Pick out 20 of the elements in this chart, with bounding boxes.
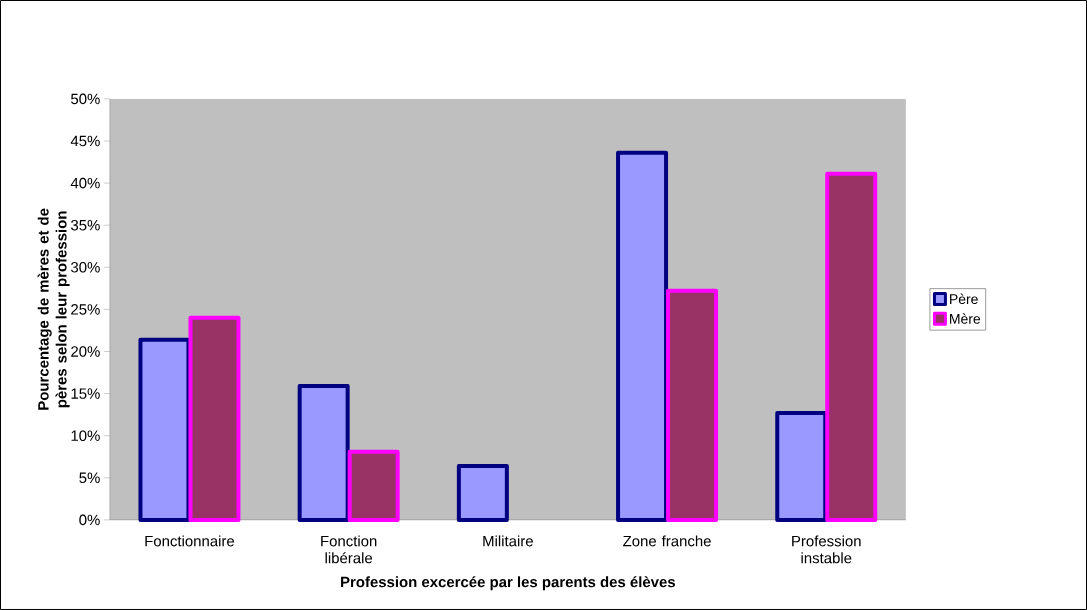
y-tick-label: 0%: [79, 514, 100, 526]
y-tick-label: 40%: [70, 177, 100, 189]
x-tick-label: Zone franche: [623, 535, 711, 547]
x-tick-label: Militaire: [483, 535, 533, 547]
y-axis-title: Pourcentage de mères et de pères selon leur profession: [37, 208, 70, 410]
y-tick-label: 50%: [71, 93, 100, 105]
x-tick-label: Profession instable: [792, 535, 861, 564]
x-axis-title: Profession excercée par les parents des élèves: [341, 576, 675, 591]
y-tick-label: 25%: [71, 304, 100, 315]
x-tick-label: Fonction libérale: [321, 535, 377, 564]
y-tick-label: 45%: [70, 135, 100, 147]
y-tick-label: 20%: [71, 346, 100, 357]
legend-label: Père: [950, 293, 978, 305]
y-tick-label: 10%: [71, 430, 100, 441]
y-tick-label: 30%: [70, 262, 100, 273]
y-tick-label: 15%: [71, 388, 100, 399]
y-tick-label: 35%: [70, 219, 100, 231]
y-tick-label: 5%: [79, 472, 100, 484]
legend-label: Mère: [950, 313, 981, 324]
x-tick-label: Fonctionnaire: [145, 535, 235, 547]
